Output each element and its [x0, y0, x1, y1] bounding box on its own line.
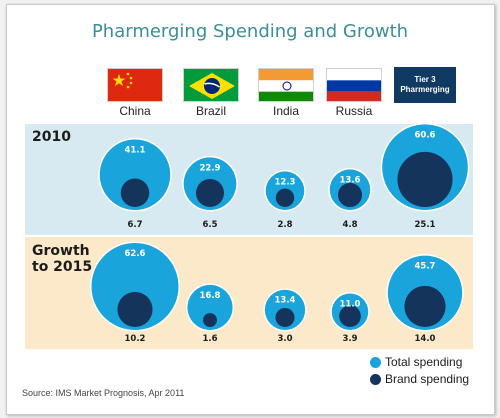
- legend-total: Total spending: [370, 355, 462, 369]
- row-label-2010: 2010: [32, 129, 71, 145]
- brand-value-label: 14.0: [415, 334, 436, 344]
- brand-spending-bubble: [203, 313, 217, 328]
- country-label-india: India: [272, 104, 300, 118]
- brand-value-label: 3.0: [277, 334, 292, 344]
- legend-total-swatch-icon: [370, 356, 381, 368]
- legend-brand-label: Brand spending: [385, 372, 470, 386]
- brand-spending-bubble: [275, 307, 295, 327]
- russia-flag-icon: [326, 68, 382, 102]
- row-label-growth-line2: to 2015: [32, 259, 93, 275]
- total-value-label: 16.8: [200, 291, 221, 301]
- brand-spending-bubble: [397, 151, 453, 207]
- total-value-label: 11.0: [340, 300, 361, 310]
- total-value-label: 60.6: [415, 130, 436, 140]
- total-value-label: 13.4: [275, 296, 296, 306]
- china-flag-icon: [107, 68, 163, 102]
- legend-brand-swatch-icon: [370, 373, 381, 385]
- brand-value-label: 6.5: [202, 220, 217, 230]
- source-note: Source: IMS Market Prognosis, Apr 2011: [22, 388, 185, 398]
- chart-title: Pharmerging Spending and Growth: [91, 21, 409, 42]
- brand-spending-bubble: [404, 285, 446, 328]
- total-value-label: 22.9: [200, 163, 221, 173]
- brand-value-label: 2.8: [277, 220, 292, 230]
- row-label-growth-line1: Growth: [32, 243, 90, 259]
- tier3-label-line1: Tier 3: [414, 75, 436, 84]
- row-label-growth: Growth to 2015: [32, 243, 92, 275]
- total-value-label: 41.1: [125, 145, 146, 155]
- brand-spending-bubble: [337, 182, 363, 207]
- brand-spending-bubble: [339, 305, 361, 327]
- brand-spending-bubble: [195, 178, 225, 207]
- total-value-label: 12.3: [275, 177, 296, 187]
- brand-value-label: 6.7: [127, 220, 142, 230]
- brazil-flag-icon: [183, 68, 239, 102]
- brand-value-label: 25.1: [415, 220, 436, 230]
- tier3-label-line2: Pharmerging: [400, 85, 450, 94]
- brand-value-label: 10.2: [125, 334, 146, 344]
- india-flag-icon: [258, 68, 314, 102]
- brand-value-label: 1.6: [202, 334, 217, 344]
- total-spending-bubble: [99, 139, 171, 210]
- legend-total-label: Total spending: [385, 355, 463, 369]
- legend-brand: Brand spending: [370, 372, 469, 386]
- total-value-label: 45.7: [415, 262, 436, 272]
- brand-spending-bubble: [120, 178, 150, 207]
- tier3-pharmerging-badge: Tier 3 Pharmerging: [394, 67, 456, 103]
- country-label-china: China: [119, 104, 151, 118]
- country-label-brazil: Brazil: [195, 104, 226, 118]
- total-spending-bubble: [187, 284, 233, 330]
- country-label-russia: Russia: [335, 104, 373, 118]
- brand-spending-bubble: [275, 188, 295, 207]
- total-value-label: 13.6: [340, 175, 361, 185]
- total-value-label: 62.6: [125, 249, 146, 259]
- brand-spending-bubble: [117, 291, 153, 328]
- brand-value-label: 4.8: [342, 220, 357, 230]
- brand-value-label: 3.9: [342, 334, 357, 344]
- total-spending-bubble: [91, 242, 179, 330]
